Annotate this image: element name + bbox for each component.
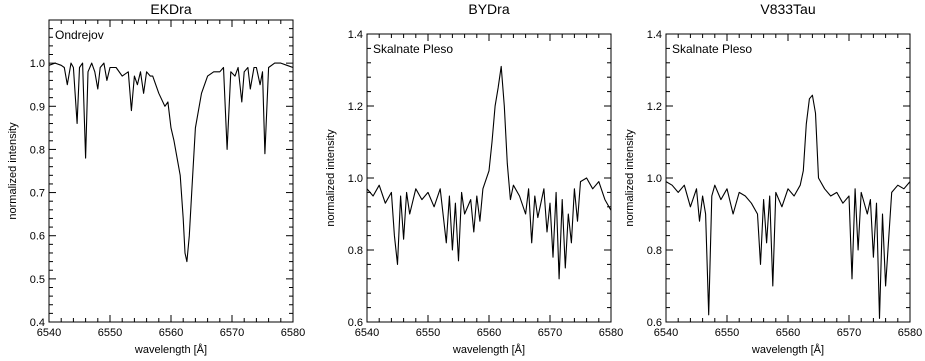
x-tick-label: 6570 [837,327,861,339]
chart-title: BYDra [468,1,509,17]
chart-title: V833Tau [760,1,815,17]
x-tick-label: 6540 [355,327,379,339]
y-tick-label: 0.7 [30,188,45,200]
x-tick-label: 6560 [776,327,800,339]
y-tick-label: 1.2 [348,101,363,113]
y-tick-label: 0.5 [30,274,45,286]
x-tick-label: 6570 [220,327,244,339]
observatory-label: Ondrejov [55,28,104,42]
y-tick-label: 1.0 [647,173,662,185]
x-tick-label: 6580 [281,327,305,339]
chart-title: EKDra [150,1,191,17]
x-tick-label: 6560 [159,327,183,339]
y-tick-label: 0.8 [348,245,363,257]
y-tick-label: 0.6 [348,317,363,329]
y-tick-label: 1.0 [30,58,45,70]
panel-2: 6540 6550 6560 6570 6580 0.6 0.8 1.0 1.2 1.4 V833T… [624,1,922,356]
spectrum-line [48,62,294,263]
spectrum-line [665,94,911,319]
x-tick-label: 6550 [98,327,122,339]
y-tick-label: 0.6 [30,231,45,243]
y-tick-label: 0.8 [30,144,45,156]
x-tick-label: 6560 [477,327,501,339]
x-tick-label: 6570 [538,327,562,339]
observatory-label: Skalnate Pleso [672,42,752,56]
x-tick-label: 6580 [599,327,623,339]
x-tick-label: 6580 [898,327,922,339]
spectrum-line [366,65,612,280]
x-axis-label: wavelength [Å] [452,343,525,356]
observatory-label: Skalnate Pleso [373,42,453,56]
y-tick-label: 0.8 [647,245,662,257]
x-tick-label: 6540 [37,327,61,339]
y-axis-label: normalized intensity [325,129,337,227]
y-tick-label: 1.2 [647,101,662,113]
panel-0: 6540 6550 6560 6570 6580 0.4 0.5 0.6 0.7 0.8 0.9 1.… [7,1,305,356]
y-tick-label: 0.6 [647,317,662,329]
x-axis-label: wavelength [Å] [751,343,824,356]
y-tick-label: 1.4 [348,29,363,41]
y-axis-label: normalized intensity [624,129,636,227]
x-tick-label: 6550 [416,327,440,339]
plot-frame [48,19,294,323]
panel-1: 6540 6550 6560 6570 6580 0.6 0.8 1.0 1.2 1.4 BYDra… [325,1,623,356]
x-axis-label: wavelength [Å] [134,343,207,356]
y-tick-label: 0.9 [30,101,45,113]
plot-frame [665,33,911,323]
y-tick-label: 0.4 [30,317,45,329]
y-axis-label: normalized intensity [7,122,19,220]
x-tick-label: 6540 [654,327,678,339]
x-tick-label: 6550 [715,327,739,339]
plot-frame [366,33,612,323]
y-tick-label: 1.0 [348,173,363,185]
y-tick-label: 1.4 [647,29,662,41]
